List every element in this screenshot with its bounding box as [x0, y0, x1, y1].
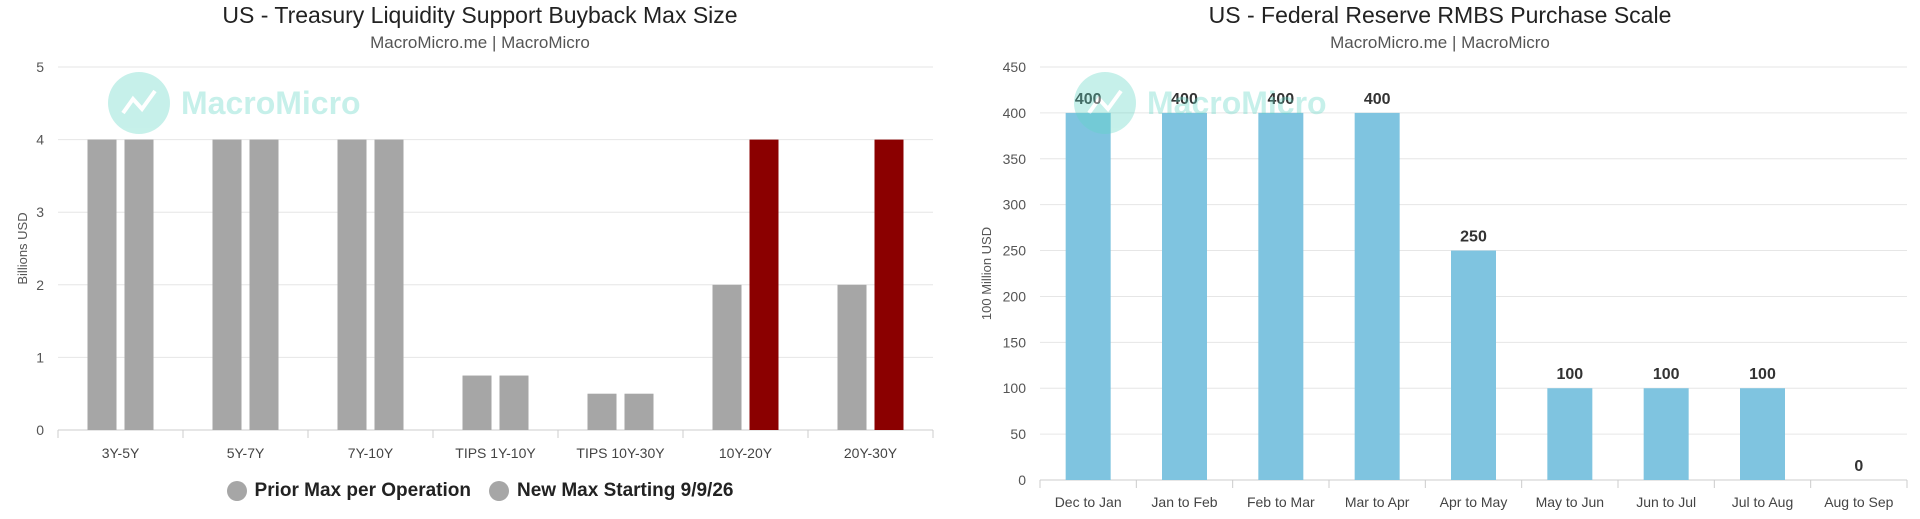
right-x-tick-label: Jun to Jul: [1636, 494, 1696, 510]
left-watermark-logo-icon: [108, 72, 170, 134]
right-x-tick-label: Feb to Mar: [1247, 494, 1315, 510]
right-watermark-text: MacroMicro: [1147, 85, 1327, 121]
left-chart-title: US - Treasury Liquidity Support Buyback …: [222, 2, 738, 28]
left-chart-legend: Prior Max per Operation New Max Starting…: [0, 480, 960, 502]
left-bar-new-6: [874, 139, 904, 430]
right-y-tick-label: 50: [1010, 426, 1026, 442]
left-watermark: MacroMicro: [108, 72, 361, 134]
left-bar-prior-2: [337, 139, 367, 430]
right-y-axis-label: 100 Million USD: [979, 227, 994, 320]
legend-marker-prior: [226, 481, 247, 501]
right-y-tick-label: 250: [1003, 243, 1027, 259]
left-y-tick-label: 0: [36, 422, 44, 438]
legend-marker-new: [488, 481, 509, 501]
left-y-tick-label: 5: [36, 59, 44, 75]
left-x-tick-label: 3Y-5Y: [102, 445, 140, 461]
right-bar-3: [1354, 112, 1400, 480]
left-x-tick-label: 7Y-10Y: [348, 445, 394, 461]
right-data-label: 400: [1364, 91, 1391, 108]
left-bar-prior-0: [87, 139, 117, 430]
left-y-tick-label: 3: [36, 204, 44, 220]
right-x-tick-label: Jul to Aug: [1732, 494, 1794, 510]
left-chart-svg: MacroMicro 0 1 2 3 4 5 Billions USD 3Y-5Y 5Y-7Y 7Y…: [15, 59, 934, 461]
right-y-tick-label: 0: [1018, 472, 1026, 488]
left-watermark-trend-icon: [121, 89, 157, 115]
left-bar-prior-6: [837, 284, 867, 430]
right-y-tick-label: 400: [1003, 105, 1027, 121]
right-bar-2: [1258, 112, 1304, 480]
left-bar-new-3: [499, 375, 529, 430]
left-watermark-text: MacroMicro: [181, 85, 361, 121]
left-y-tick-label: 2: [36, 277, 44, 293]
left-bar-prior-4: [587, 393, 617, 430]
left-bar-new-0: [124, 139, 154, 430]
right-y-tick-label: 450: [1003, 59, 1027, 75]
right-bar-4: [1451, 250, 1496, 480]
right-bar-5: [1547, 388, 1593, 480]
left-bar-new-4: [624, 393, 654, 430]
left-x-tick-label: TIPS 1Y-10Y: [455, 445, 536, 461]
legend-item-prior[interactable]: Prior Max per Operation: [226, 480, 471, 502]
left-y-tick-label: 4: [36, 132, 44, 148]
right-data-label: 400: [1171, 91, 1198, 108]
right-bar-7: [1740, 388, 1785, 480]
right-bar-6: [1643, 388, 1689, 480]
left-bar-prior-5: [712, 284, 742, 430]
right-y-tick-label: 200: [1003, 288, 1027, 304]
right-data-label: 100: [1556, 366, 1583, 383]
left-y-tick-label: 1: [36, 349, 44, 365]
left-bar-new-1: [249, 139, 279, 430]
right-data-label: 250: [1460, 229, 1487, 246]
left-x-tick-label: 20Y-30Y: [844, 445, 898, 461]
right-x-tick-label: Dec to Jan: [1055, 494, 1122, 510]
left-x-tick-label: 10Y-20Y: [719, 445, 773, 461]
right-bar-1: [1162, 112, 1207, 480]
right-x-tick-label: Jan to Feb: [1151, 494, 1217, 510]
right-data-label: 100: [1749, 366, 1776, 383]
left-bar-prior-3: [462, 375, 492, 430]
right-watermark-logo-icon: [1074, 72, 1136, 134]
left-bar-prior-1: [212, 139, 242, 430]
left-chart-subtitle: MacroMicro.me | MacroMicro: [370, 33, 590, 52]
right-x-tick-label: Apr to May: [1440, 494, 1508, 510]
right-chart-svg: 0 50 100 150 200 250 300 350 400 450 100 Million U…: [979, 59, 1908, 510]
left-x-tick-label: 5Y-7Y: [227, 445, 265, 461]
right-watermark: MacroMicro: [1074, 72, 1327, 134]
right-x-tick-label: May to Jun: [1536, 494, 1604, 510]
right-chart-title: US - Federal Reserve RMBS Purchase Scale: [1208, 2, 1672, 28]
right-x-tick-label: Aug to Sep: [1824, 494, 1893, 510]
left-y-axis-label: Billions USD: [15, 212, 30, 284]
right-watermark-trend-icon: [1087, 89, 1123, 115]
left-x-tick-label: TIPS 10Y-30Y: [576, 445, 665, 461]
right-y-tick-label: 150: [1003, 334, 1027, 350]
right-x-tick-label: Mar to Apr: [1345, 494, 1410, 510]
left-bar-new-5: [749, 139, 779, 430]
right-chart-subtitle: MacroMicro.me | MacroMicro: [1330, 33, 1550, 52]
right-bar-0: [1065, 112, 1111, 480]
left-chart-panel: US - Treasury Liquidity Support Buyback …: [0, 2, 960, 502]
right-y-tick-label: 300: [1003, 197, 1027, 213]
left-bar-new-2: [374, 139, 404, 430]
right-data-label: 400: [1075, 91, 1102, 108]
right-data-label: 400: [1267, 91, 1294, 108]
right-chart-panel: US - Federal Reserve RMBS Purchase Scale…: [960, 0, 1920, 519]
right-data-label: 100: [1653, 366, 1680, 383]
right-y-tick-label: 100: [1003, 380, 1027, 396]
legend-item-new[interactable]: New Max Starting 9/9/26: [488, 480, 734, 502]
legend-label-new: New Max Starting 9/9/26: [516, 480, 734, 501]
right-data-label: 0: [1854, 458, 1863, 475]
right-y-tick-label: 350: [1003, 151, 1027, 167]
legend-label-prior: Prior Max per Operation: [254, 480, 471, 501]
